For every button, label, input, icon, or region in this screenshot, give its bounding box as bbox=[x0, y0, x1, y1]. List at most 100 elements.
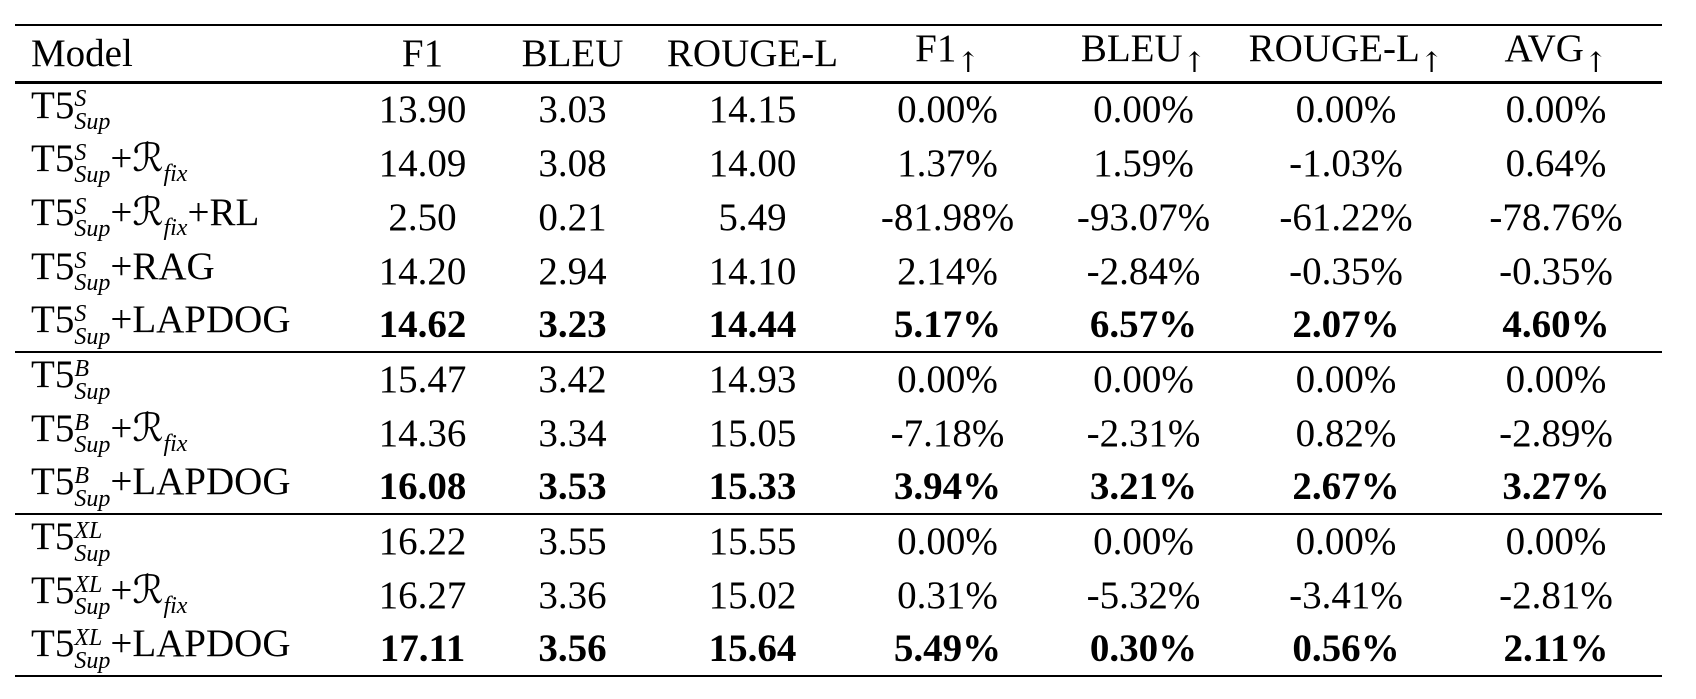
header-row: Model F1 BLEU ROUGE-L F1↑ BLEU↑ ROUGE-L↑ AVG↑ bbox=[15, 25, 1662, 82]
metric-value-rouge-l: 15.55 bbox=[708, 520, 797, 563]
metric-value-avg-gain: 0.00% bbox=[1505, 88, 1607, 132]
metric-value-f1: 14.36 bbox=[378, 411, 467, 455]
metric-value-bleu-gain: 0.00% bbox=[1093, 88, 1194, 132]
model-name: T5 B Sup bbox=[15, 352, 355, 406]
metric-value-rouge-l-gain: 2.07% bbox=[1292, 303, 1400, 346]
metric-value-avg-gain: 0.00% bbox=[1505, 358, 1607, 401]
table-row: T5 S Sup +LAPDOG 14.62 3.23 14.44 5.17% 6.57% 2.0… bbox=[15, 298, 1662, 352]
model-subscript: Sup bbox=[74, 594, 111, 621]
metric-value-avg-gain: 4.60% bbox=[1502, 303, 1610, 346]
table-header: Model F1 BLEU ROUGE-L F1↑ BLEU↑ ROUGE-L↑ AVG↑ bbox=[15, 25, 1662, 82]
model-suffix-cal: ℛ bbox=[132, 135, 164, 181]
model-suffix-roman: + bbox=[110, 568, 133, 612]
metric-value-bleu: 3.56 bbox=[538, 627, 607, 670]
table-row: T5 B Sup +ℛfix 14.36 3.34 15.05 -7.18% -2.31% 0.8… bbox=[15, 406, 1662, 460]
model-base: T5 bbox=[31, 515, 75, 559]
metric-value-f1-gain: 0.00% bbox=[897, 358, 998, 401]
metric-value-bleu-gain: 1.59% bbox=[1093, 141, 1194, 185]
model-subscript: Sup bbox=[74, 216, 111, 243]
model-suffix-isub: fix bbox=[163, 214, 188, 241]
model-supsub: XL Sup bbox=[74, 573, 111, 621]
metric-value-rouge-l: 15.64 bbox=[708, 627, 797, 670]
metric-value-rouge-l-gain: -1.03% bbox=[1289, 141, 1403, 185]
metric-value-rouge-l-gain: 2.67% bbox=[1292, 465, 1400, 508]
metric-value-bleu-gain: 0.30% bbox=[1089, 627, 1198, 670]
metric-value-bleu: 3.23 bbox=[538, 303, 607, 346]
table-row: T5 XL Sup +ℛfix 16.27 3.36 15.02 0.31% -5.32% -3.… bbox=[15, 568, 1662, 622]
column-header-label: ROUGE-L bbox=[666, 31, 839, 75]
model-suffix-roman: +RL bbox=[187, 190, 260, 234]
column-header-f1-gain: F1↑ bbox=[850, 25, 1045, 82]
metric-value-bleu: 3.34 bbox=[538, 411, 607, 455]
model-base: T5 bbox=[31, 406, 75, 450]
metric-value-f1: 2.50 bbox=[388, 195, 457, 239]
model-base: T5 bbox=[31, 568, 75, 612]
metric-value-f1: 14.20 bbox=[378, 249, 467, 293]
up-arrow-icon: ↑ bbox=[956, 46, 980, 80]
model-name: T5 XL Sup +ℛfix bbox=[15, 568, 355, 622]
model-superscript: B bbox=[74, 356, 89, 383]
metric-value-bleu-gain: -5.32% bbox=[1086, 573, 1201, 617]
metric-value-rouge-l: 14.93 bbox=[708, 358, 797, 401]
metric-value-rouge-l-gain: -0.35% bbox=[1289, 249, 1403, 293]
model-subscript: Sup bbox=[74, 323, 111, 350]
metric-value-bleu: 3.36 bbox=[538, 573, 607, 617]
model-base: T5 bbox=[31, 622, 75, 666]
metric-value-f1-gain: -7.18% bbox=[890, 411, 1005, 455]
table-row: T5 S Sup +ℛfix 14.09 3.08 14.00 1.37% 1.59% -1.03… bbox=[15, 136, 1662, 190]
model-superscript: B bbox=[74, 409, 89, 436]
metric-value-f1-gain: 0.31% bbox=[897, 573, 998, 617]
model-subscript: Sup bbox=[74, 540, 111, 567]
model-base: T5 bbox=[31, 190, 75, 234]
metric-value-f1: 16.27 bbox=[378, 573, 467, 617]
column-header-model: Model bbox=[15, 25, 355, 82]
metric-value-avg-gain: -78.76% bbox=[1489, 195, 1623, 239]
model-suffix-roman: + bbox=[110, 136, 133, 180]
metric-value-f1: 14.62 bbox=[378, 303, 467, 346]
table-row: T5 B Sup +LAPDOG 16.08 3.53 15.33 3.94% 3.21% 2.6… bbox=[15, 460, 1662, 514]
model-name: T5 XL Sup +LAPDOG bbox=[15, 622, 355, 676]
model-name: T5 B Sup +ℛfix bbox=[15, 406, 355, 460]
model-name: T5 S Sup bbox=[15, 82, 355, 136]
model-suffix-roman: +RAG bbox=[110, 244, 215, 288]
column-header-rouge-l: ROUGE-L bbox=[655, 25, 850, 82]
model-base: T5 bbox=[31, 83, 75, 127]
metric-value-rouge-l: 15.33 bbox=[708, 465, 797, 508]
metric-value-f1: 15.47 bbox=[378, 358, 467, 401]
metric-value-avg-gain: 0.00% bbox=[1505, 520, 1607, 563]
model-subscript: Sup bbox=[74, 270, 111, 297]
model-superscript: B bbox=[74, 463, 89, 490]
metric-value-bleu-gain: 0.00% bbox=[1093, 358, 1194, 401]
model-suffix-roman: +LAPDOG bbox=[110, 460, 291, 504]
column-header-label: ROUGE-L bbox=[1248, 27, 1420, 71]
model-suffix-roman: + bbox=[110, 190, 133, 234]
table-row: T5 XL Sup +LAPDOG 17.11 3.56 15.64 5.49% 0.30% 0.… bbox=[15, 622, 1662, 676]
metric-value-f1-gain: 5.17% bbox=[893, 303, 1002, 346]
metric-value-avg-gain: -2.89% bbox=[1499, 411, 1613, 455]
metric-value-f1: 13.90 bbox=[378, 88, 467, 132]
model-supsub: S Sup bbox=[74, 87, 111, 136]
metric-value-bleu: 3.03 bbox=[538, 88, 607, 132]
model-suffix-cal: ℛ bbox=[132, 189, 164, 235]
model-subscript: Sup bbox=[74, 109, 111, 136]
model-supsub: B Sup bbox=[74, 463, 110, 511]
metric-value-f1: 16.08 bbox=[378, 465, 467, 508]
column-header-bleu-gain: BLEU↑ bbox=[1045, 25, 1242, 82]
metric-value-rouge-l: 15.02 bbox=[708, 573, 797, 617]
column-header-label: BLEU bbox=[1080, 27, 1183, 71]
column-header-rouge-l-gain: ROUGE-L↑ bbox=[1242, 25, 1450, 82]
column-header-f1: F1 bbox=[355, 25, 490, 82]
model-superscript: S bbox=[74, 301, 87, 328]
model-suffix-roman: +LAPDOG bbox=[110, 622, 291, 666]
column-header-label: F1 bbox=[401, 31, 444, 75]
metric-value-rouge-l-gain: 0.00% bbox=[1295, 358, 1397, 401]
up-arrow-icon: ↑ bbox=[1583, 46, 1608, 80]
metric-value-bleu-gain: 3.21% bbox=[1089, 465, 1198, 508]
model-superscript: S bbox=[74, 247, 87, 274]
model-name: T5 S Sup +ℛfix+RL bbox=[15, 190, 355, 244]
metric-value-bleu: 3.55 bbox=[538, 520, 607, 563]
table-row: T5 S Sup +RAG 14.20 2.94 14.10 2.14% -2.84% -0.35… bbox=[15, 244, 1662, 298]
metric-value-avg-gain: 3.27% bbox=[1502, 465, 1610, 508]
metric-value-avg-gain: 0.64% bbox=[1505, 141, 1607, 185]
metric-value-bleu: 0.21 bbox=[538, 195, 607, 239]
